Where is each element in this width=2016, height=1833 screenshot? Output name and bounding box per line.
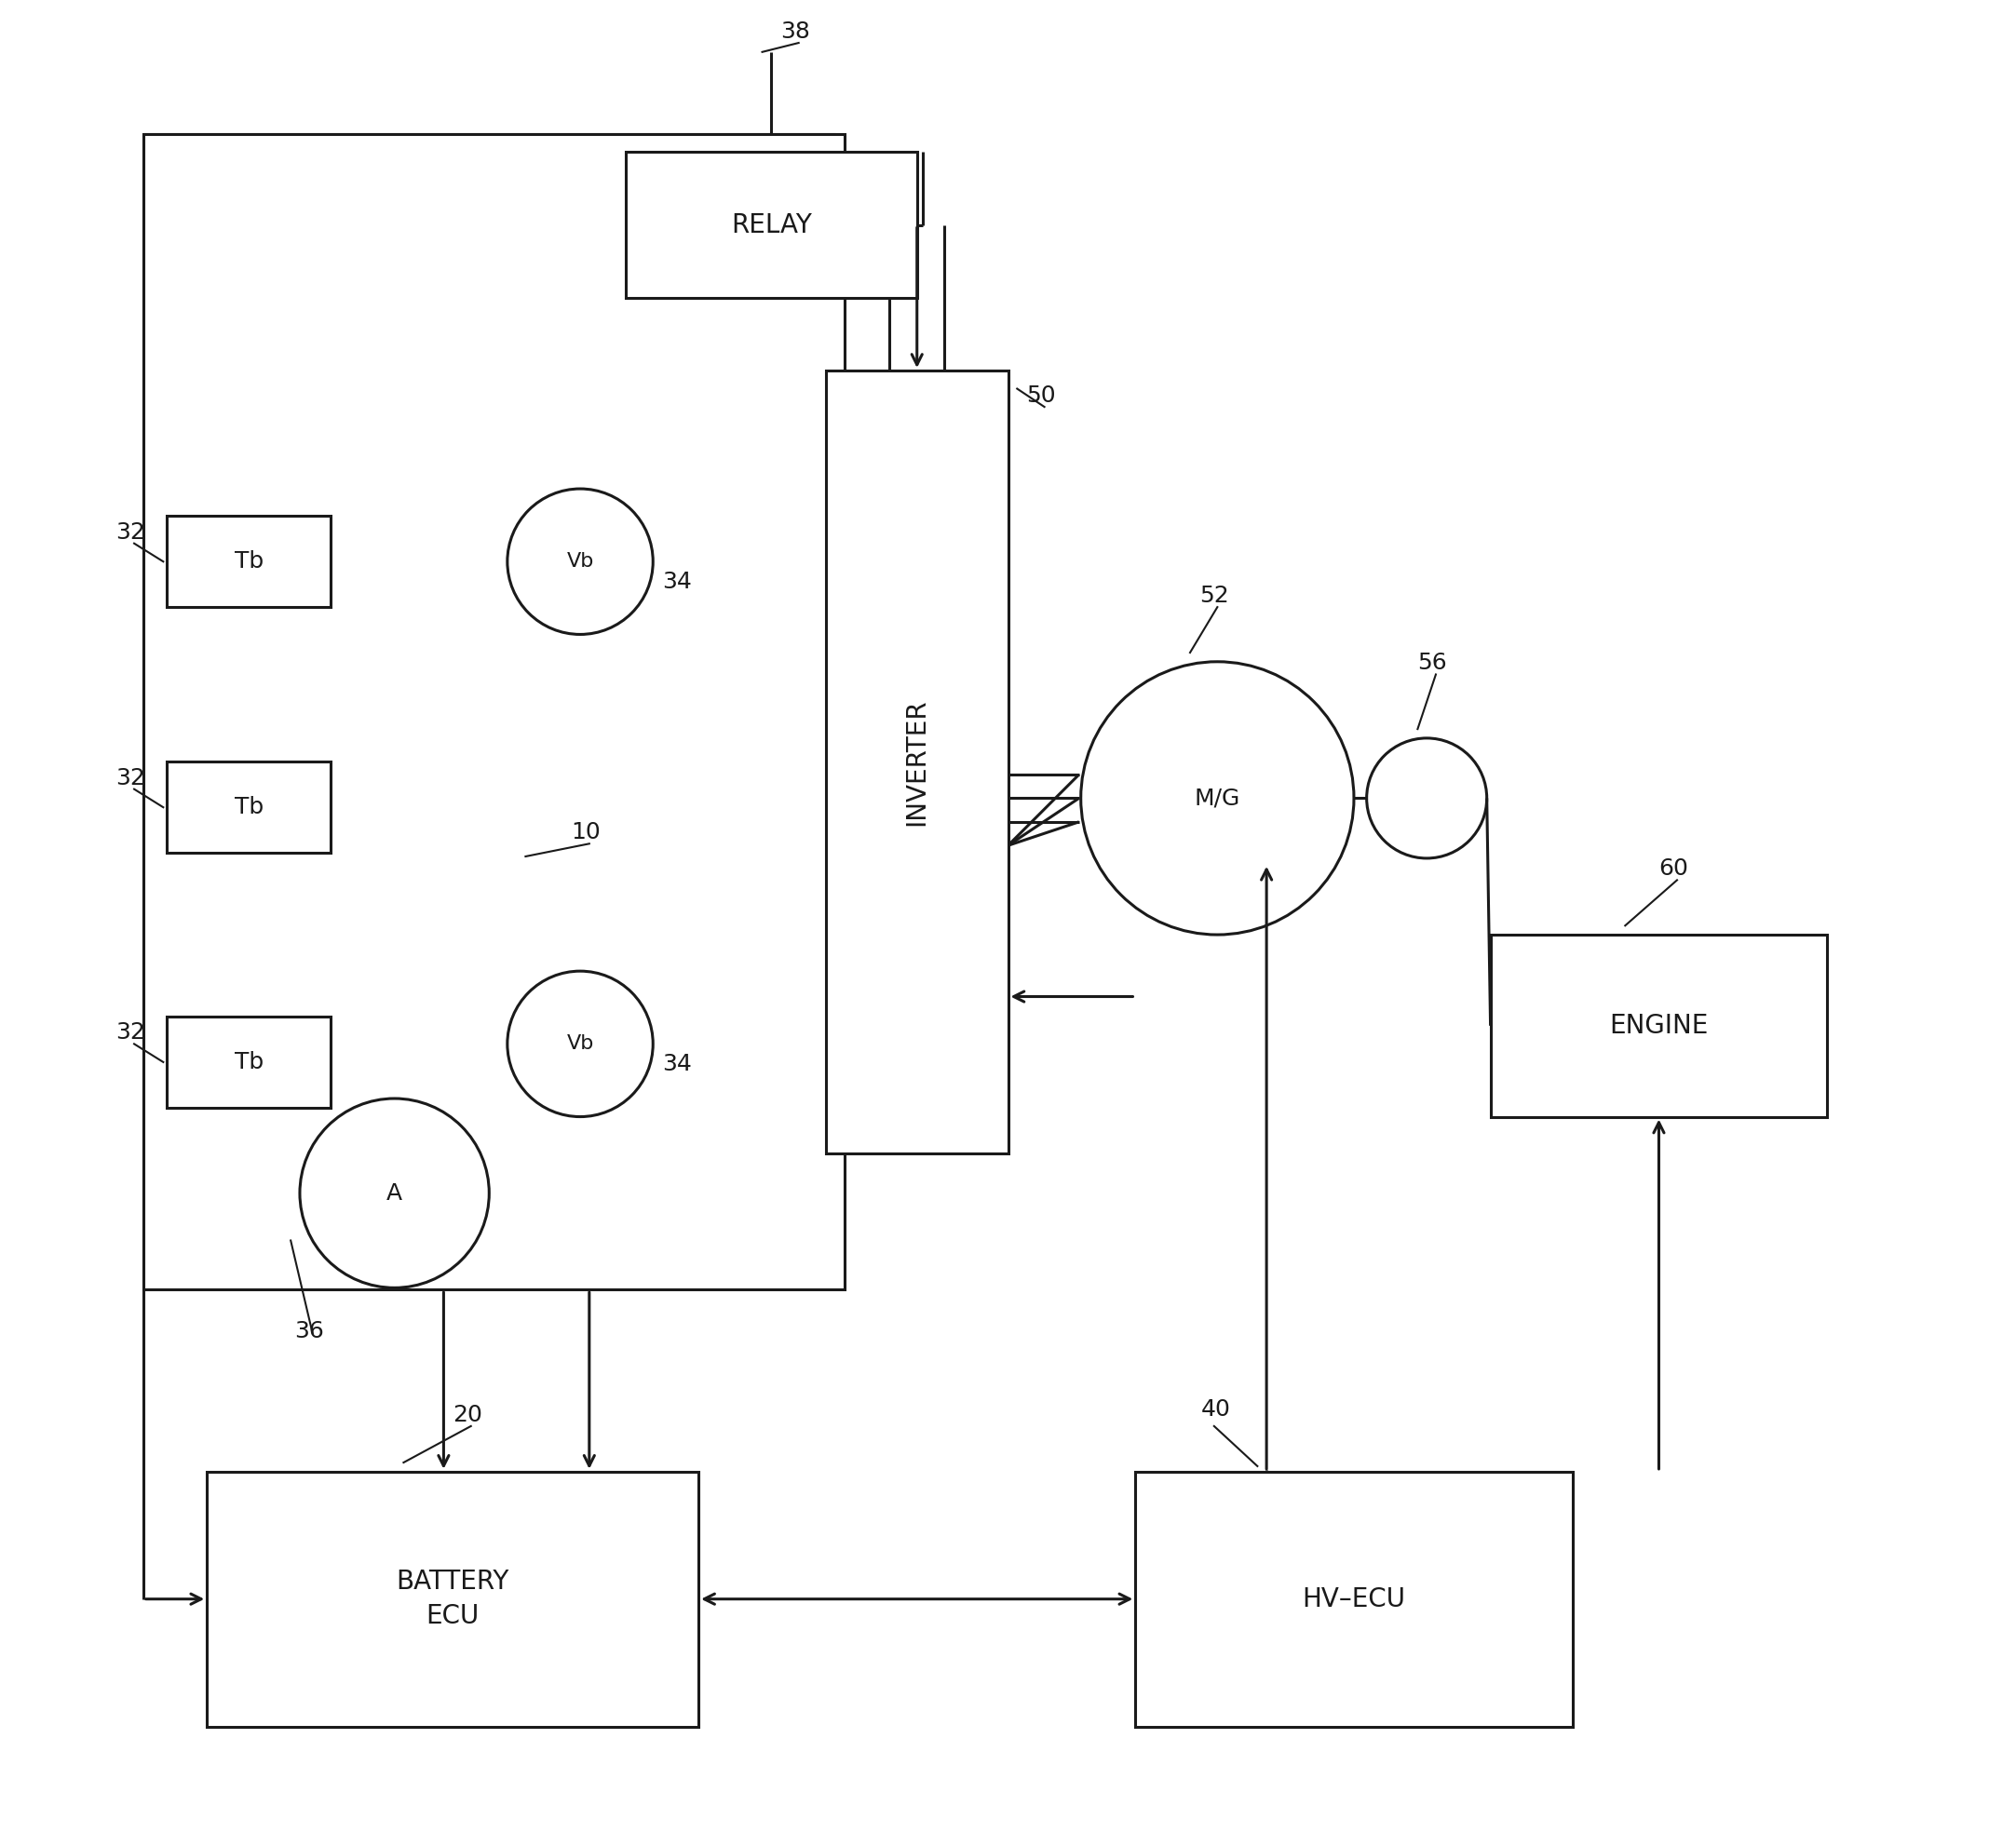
Text: 34: 34 xyxy=(661,570,691,594)
Text: 56: 56 xyxy=(1417,653,1447,675)
Text: Vb: Vb xyxy=(566,552,595,570)
Text: 10: 10 xyxy=(571,821,601,843)
Bar xyxy=(625,152,917,297)
Text: BATTERY
ECU: BATTERY ECU xyxy=(397,1569,510,1630)
Text: 32: 32 xyxy=(117,521,145,543)
Text: 52: 52 xyxy=(1200,585,1228,607)
Text: RELAY: RELAY xyxy=(732,213,812,238)
Bar xyxy=(143,134,845,1290)
Text: Tb: Tb xyxy=(234,550,264,572)
Text: A: A xyxy=(387,1182,403,1204)
Text: HV–ECU: HV–ECU xyxy=(1302,1586,1405,1611)
Bar xyxy=(167,517,331,607)
Text: 60: 60 xyxy=(1659,858,1689,880)
Text: 50: 50 xyxy=(1026,385,1056,407)
Bar xyxy=(1135,1472,1572,1727)
Bar xyxy=(167,1017,331,1107)
Text: ENGINE: ENGINE xyxy=(1609,1012,1708,1039)
Text: 36: 36 xyxy=(294,1320,325,1342)
Text: INVERTER: INVERTER xyxy=(903,698,929,825)
Text: M/G: M/G xyxy=(1193,786,1240,810)
Bar xyxy=(167,763,331,852)
Bar xyxy=(1490,935,1826,1116)
Bar xyxy=(208,1472,698,1727)
Text: 40: 40 xyxy=(1202,1399,1230,1421)
Text: Tb: Tb xyxy=(234,796,264,819)
Text: 32: 32 xyxy=(117,1021,145,1045)
Text: 32: 32 xyxy=(117,766,145,788)
Text: 34: 34 xyxy=(661,1052,691,1076)
Text: Tb: Tb xyxy=(234,1050,264,1074)
Text: 38: 38 xyxy=(780,20,810,42)
Bar xyxy=(827,370,1008,1153)
Text: Vb: Vb xyxy=(566,1034,595,1054)
Text: 20: 20 xyxy=(454,1404,482,1426)
